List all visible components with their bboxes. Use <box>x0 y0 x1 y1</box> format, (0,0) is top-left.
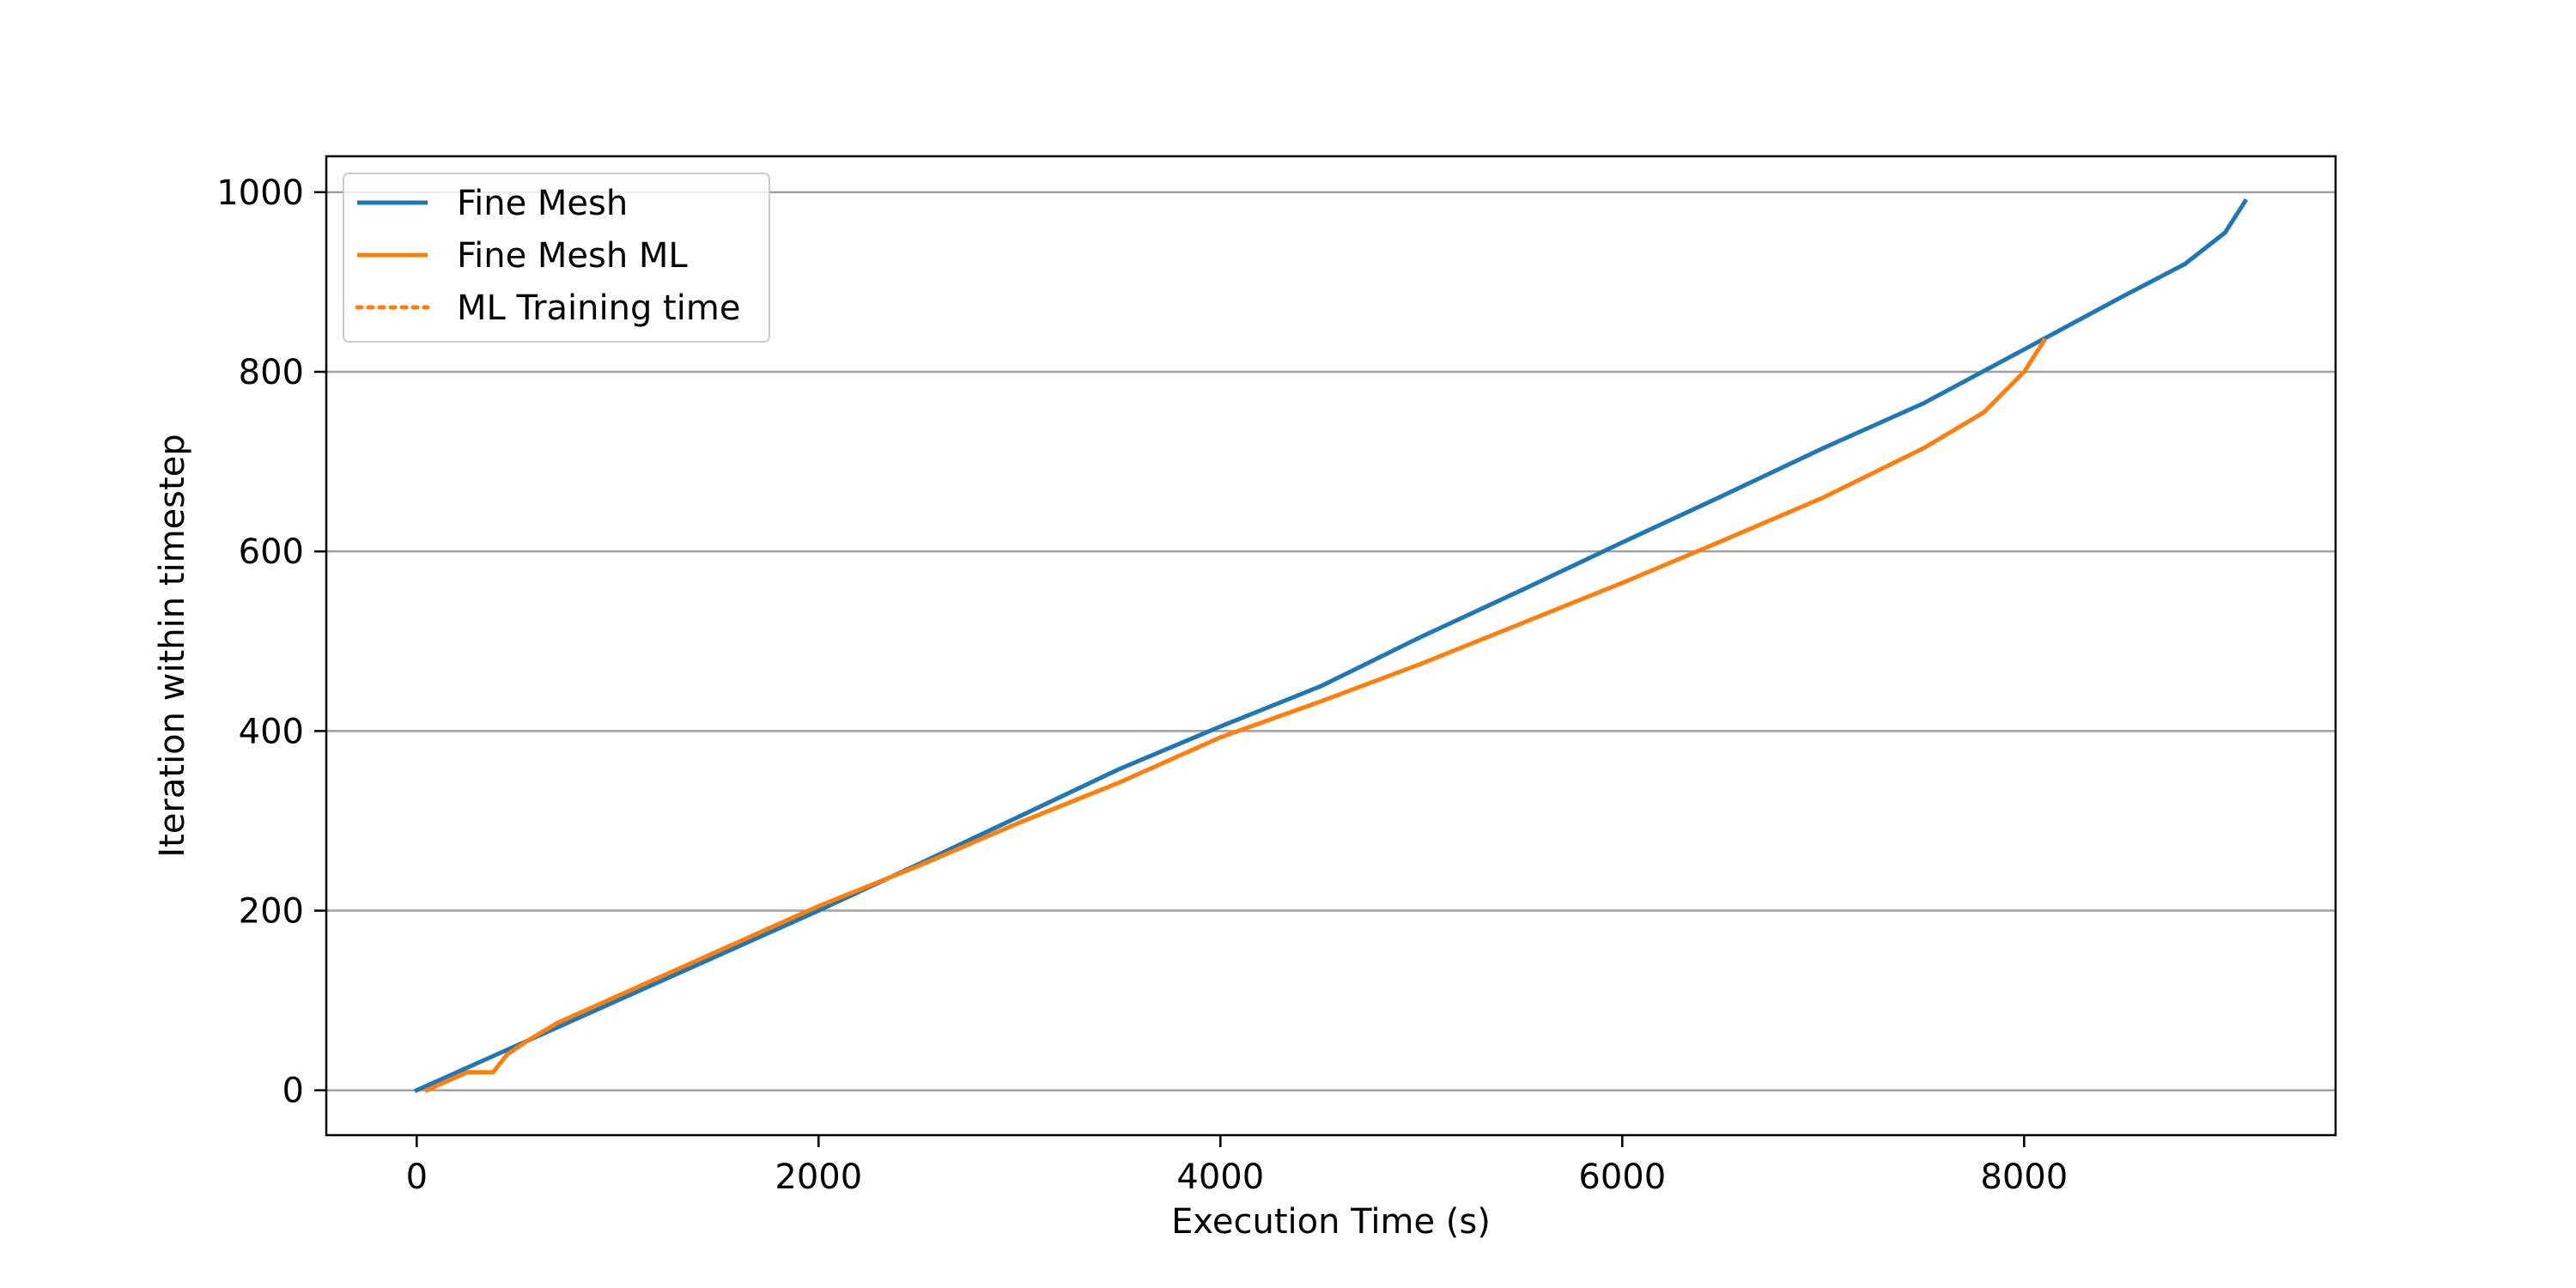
x-axis-label: Execution Time (s) <box>1171 1202 1491 1242</box>
x-tick-label-3: 6000 <box>1578 1157 1666 1197</box>
y-tick-label-1: 200 <box>239 892 304 932</box>
series-line-1 <box>423 337 2048 1094</box>
legend-label-1: Fine Mesh ML <box>457 236 688 276</box>
series-layer <box>413 197 2249 1094</box>
x-tick-label-2: 4000 <box>1176 1157 1264 1197</box>
y-tick-label-5: 1000 <box>216 173 304 213</box>
x-axis-ticks: 0 2000 4000 6000 8000 <box>406 1135 2068 1197</box>
y-axis-ticks: 0 200 400 600 800 1000 <box>216 173 326 1111</box>
x-tick-label-0: 0 <box>406 1157 428 1197</box>
y-tick-label-0: 0 <box>283 1072 304 1111</box>
plot-frame <box>325 155 2337 1137</box>
y-axis-label: Iteration within timestep <box>153 434 192 857</box>
legend: Fine Mesh Fine Mesh ML ML Training time <box>343 173 770 343</box>
y-tick-label-3: 600 <box>239 532 304 572</box>
series-line-0 <box>413 197 2249 1094</box>
x-tick-label-1: 2000 <box>775 1157 862 1197</box>
y-tick-label-4: 800 <box>239 353 304 392</box>
legend-box <box>343 173 770 343</box>
y-tick-label-2: 400 <box>239 712 304 751</box>
legend-label-0: Fine Mesh <box>457 184 628 223</box>
x-tick-label-4: 8000 <box>1980 1157 2068 1197</box>
legend-label-2: ML Training time <box>457 289 740 328</box>
legend-items: Fine Mesh Fine Mesh ML ML Training time <box>355 184 740 328</box>
